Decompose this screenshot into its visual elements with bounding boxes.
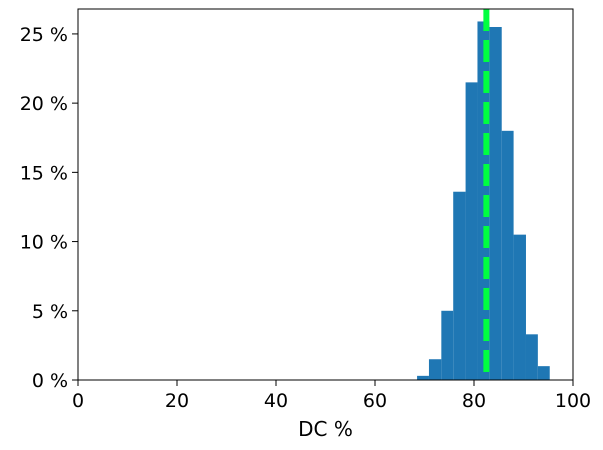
histogram-bar-6 — [489, 26, 502, 380]
x-tick-label-40: 40 — [264, 390, 288, 412]
x-tick-label-0: 0 — [72, 390, 84, 412]
x-tick-label-100: 100 — [555, 390, 591, 412]
histogram-bar-10 — [537, 366, 550, 380]
histogram-bar-7 — [501, 130, 514, 380]
y-axis-ticks: 0 % 5 % 10 % 15 % 20 % 25 % — [20, 24, 78, 392]
y-tick-label-25: 25 % — [20, 24, 68, 46]
histogram-bar-9 — [525, 334, 538, 380]
histogram-bar-0 — [417, 375, 429, 380]
histogram-bar-3 — [453, 191, 466, 380]
x-tick-label-60: 60 — [363, 390, 387, 412]
plot-frame — [77, 8, 574, 381]
y-tick-label-15: 15 % — [20, 162, 68, 184]
histogram-bar-1 — [428, 359, 442, 380]
histogram-bar-4 — [465, 82, 478, 381]
x-tick-label-20: 20 — [165, 390, 189, 412]
x-axis-ticks: 0 20 40 60 80 100 — [72, 380, 591, 412]
y-tick-label-20: 20 % — [20, 93, 68, 115]
y-tick-label-0: 0 % — [32, 370, 68, 392]
histogram-bar-2 — [441, 310, 454, 380]
histogram-bar-8 — [513, 234, 526, 380]
y-tick-label-5: 5 % — [32, 301, 68, 323]
x-tick-label-80: 80 — [462, 390, 486, 412]
y-tick-label-10: 10 % — [20, 232, 68, 254]
x-axis-label: DC % — [298, 417, 353, 441]
